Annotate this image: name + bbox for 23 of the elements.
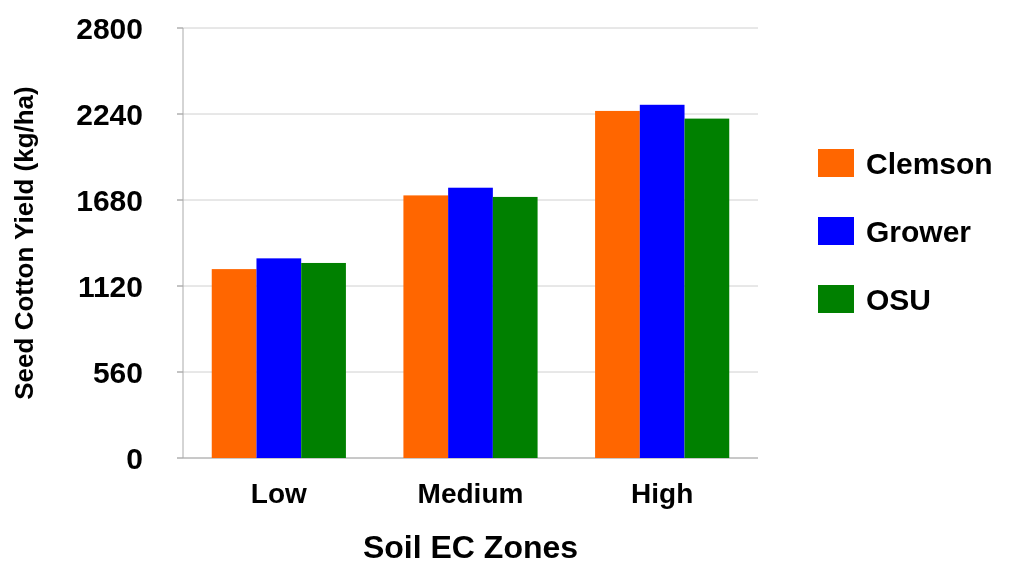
bar	[256, 258, 302, 458]
x-tick-label: Medium	[417, 478, 524, 509]
y-tick-label: 2240	[76, 97, 143, 131]
y-tick-label: 1120	[77, 269, 143, 303]
x-tick-label: Low	[250, 478, 308, 509]
y-tick-label: 560	[92, 355, 143, 389]
y-tick-label: 2800	[76, 11, 143, 45]
bar	[492, 196, 538, 458]
bar	[639, 104, 685, 458]
y-tick-label: 0	[126, 441, 143, 475]
bar	[403, 195, 449, 458]
legend-label: Clemson	[866, 146, 993, 180]
legend-label: OSU	[866, 282, 932, 316]
x-tick-label: High	[631, 478, 694, 509]
y-axis-title: Seed Cotton Yield (kg/ha)	[9, 86, 39, 400]
bar	[595, 110, 640, 458]
bar	[301, 262, 346, 458]
legend-label: Grower	[866, 214, 972, 248]
bar	[684, 118, 730, 458]
x-axis-title: Soil EC Zones	[362, 529, 579, 565]
bar	[448, 187, 493, 458]
y-tick-label: 1680	[76, 183, 143, 217]
bar	[211, 269, 257, 458]
